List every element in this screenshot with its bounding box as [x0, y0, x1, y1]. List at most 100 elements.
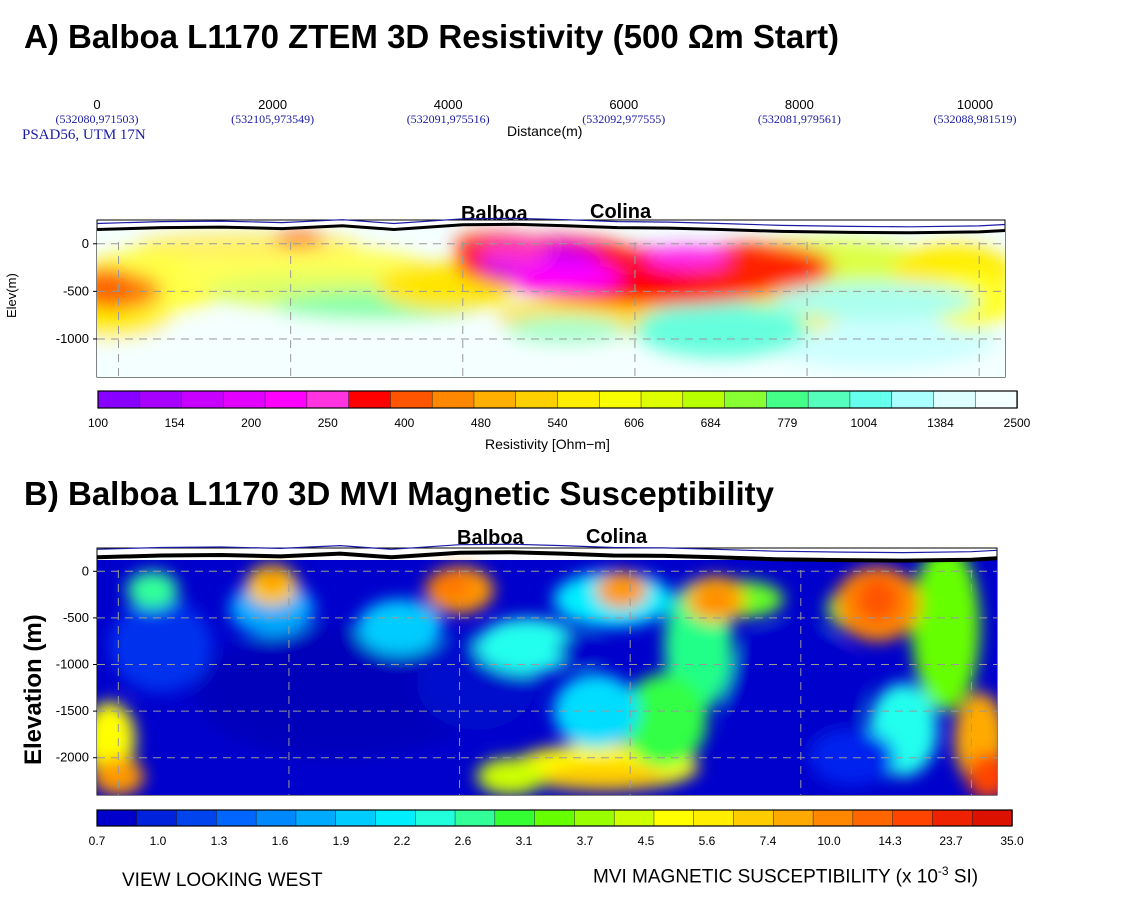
colorbar-tick-label: 1004	[850, 416, 877, 430]
section-color-region	[596, 571, 648, 609]
colorbar-tick-label: 2500	[1004, 416, 1031, 430]
panel-b-marker-colina: Colina	[586, 526, 648, 548]
section-color-region	[809, 729, 895, 786]
projection-label: PSAD56, UTM 17N	[22, 127, 146, 143]
colorbar-tick-label: 4.5	[638, 834, 655, 848]
colorbar-swatch	[932, 809, 973, 827]
section-color-region	[273, 231, 326, 247]
colorbar-swatch	[724, 390, 768, 409]
colorbar-tick-label: 5.6	[699, 834, 716, 848]
colorbar-tick-label: 2.6	[455, 834, 472, 848]
colorbar-swatch	[933, 390, 976, 409]
colorbar-tick-label: 1384	[927, 416, 954, 430]
section-color-region	[544, 762, 665, 791]
section-color-region	[724, 627, 861, 758]
colorbar-swatch	[136, 809, 178, 827]
colorbar-swatch	[223, 390, 266, 409]
colorbar-swatch	[892, 809, 934, 827]
colorbar-swatch	[306, 390, 350, 409]
colorbar-tick-label: 10.0	[817, 834, 841, 848]
colorbar-swatch	[733, 809, 775, 827]
y-tick-label: -1000	[56, 331, 89, 346]
colorbar-swatch	[974, 390, 1018, 409]
colorbar-swatch	[640, 390, 684, 409]
panel-b-section: 0 -500 -1000 -1500 -2000	[56, 543, 998, 796]
resistivity-colorbar-label: Resistivity [Ohm−m]	[485, 436, 610, 452]
colorbar-swatch	[348, 390, 392, 409]
colorbar-swatch	[96, 809, 138, 827]
colorbar-swatch	[415, 809, 456, 827]
colorbar-tick-label: 1.9	[333, 834, 350, 848]
distance-tick-label: 10000	[956, 97, 994, 112]
section-color-region	[621, 673, 707, 768]
y-tick-label: -2000	[56, 750, 89, 765]
colorbar-swatch	[574, 809, 615, 827]
colorbar-tick-label: 606	[624, 416, 644, 430]
distance-tick-coordinate: (532080,971503)	[55, 112, 139, 126]
panel-a-title: A) Balboa L1170 ZTEM 3D Resistivity (500…	[24, 18, 840, 55]
colorbar-swatch	[335, 809, 377, 827]
y-tick-label: -1000	[56, 657, 89, 672]
y-tick-label: -500	[63, 283, 89, 298]
colorbar-swatch	[295, 809, 337, 827]
colorbar-tick-label: 250	[318, 416, 338, 430]
colorbar-swatch	[812, 809, 854, 827]
colorbar-frame	[96, 809, 1013, 827]
section-color-region	[505, 315, 627, 344]
colorbar-tick-label: 684	[701, 416, 721, 430]
colorbar-swatch	[431, 390, 475, 409]
susceptibility-colorbar: 0.7 1.0 1.3 1.6 1.9 2.2 2.6 3.1 3.7 4.5 5.6 7.4 10.0…	[89, 809, 1024, 848]
colorbar-swatch	[613, 809, 655, 827]
colorbar-tick-label: 200	[241, 416, 261, 430]
section-color-region	[476, 617, 579, 674]
distance-tick-label: 6000	[609, 97, 639, 112]
colorbar-frame	[97, 390, 1018, 409]
colorbar-swatch	[181, 390, 225, 409]
colorbar-tick-label: 480	[471, 416, 491, 430]
view-label: VIEW LOOKING WEST	[122, 870, 323, 891]
section-color-region	[643, 246, 730, 270]
section-color-region	[553, 673, 639, 749]
section-color-region	[357, 599, 443, 656]
distance-axis-label: Distance(m)	[507, 123, 583, 139]
section-color-region	[109, 599, 213, 693]
section-color-region	[772, 281, 980, 320]
distance-tick-label: 8000	[784, 97, 814, 112]
colorbar-tick-label: 400	[394, 416, 414, 430]
resistivity-colorbar: 100 154 200 250 400 480 540 606 684 779 1004 1384 25…	[88, 390, 1031, 430]
section-color-region	[634, 300, 808, 358]
panel-b-title: B) Balboa L1170 3D MVI Magnetic Suscepti…	[24, 475, 775, 512]
colorbar-tick-label: 154	[165, 416, 185, 430]
section-color-region	[97, 267, 136, 306]
panel-a-marker-colina: Colina	[590, 201, 652, 223]
colorbar-swatch	[264, 390, 308, 409]
colorbar-tick-label: 1.6	[272, 834, 289, 848]
colorbar-tick-label: 100	[88, 416, 108, 430]
colorbar-swatch	[557, 390, 601, 409]
section-color-region	[698, 588, 733, 611]
colorbar-tick-label: 23.7	[939, 834, 963, 848]
colorbar-tick-label: 1.0	[150, 834, 167, 848]
colorbar-swatch	[534, 809, 576, 827]
colorbar-tick-label: 7.4	[760, 834, 777, 848]
section-color-region	[856, 575, 899, 623]
susceptibility-colorbar-label: MVI MAGNETIC SUSCEPTIBILITY (x 10-3 SI)	[593, 864, 979, 888]
colorbar-swatch	[693, 809, 735, 827]
y-tick-label: 0	[82, 563, 89, 578]
section-color-region	[259, 569, 285, 592]
section-color-region	[479, 241, 549, 265]
colorbar-swatch	[375, 809, 417, 827]
colorbar-swatch	[852, 809, 894, 827]
colorbar-swatch	[682, 390, 726, 409]
distance-tick-coordinate: (532081,979561)	[757, 112, 841, 126]
colorbar-tick-label: 1.3	[211, 834, 228, 848]
colorbar-swatch	[494, 809, 536, 827]
colorbar-swatch	[255, 809, 297, 827]
colorbar-swatch	[97, 390, 141, 409]
colorbar-swatch	[849, 390, 893, 409]
colorbar-swatch	[473, 390, 517, 409]
colorbar-swatch	[390, 390, 433, 409]
colorbar-swatch	[773, 809, 814, 827]
distance-tick-coordinate: (532088,981519)	[933, 112, 1017, 126]
